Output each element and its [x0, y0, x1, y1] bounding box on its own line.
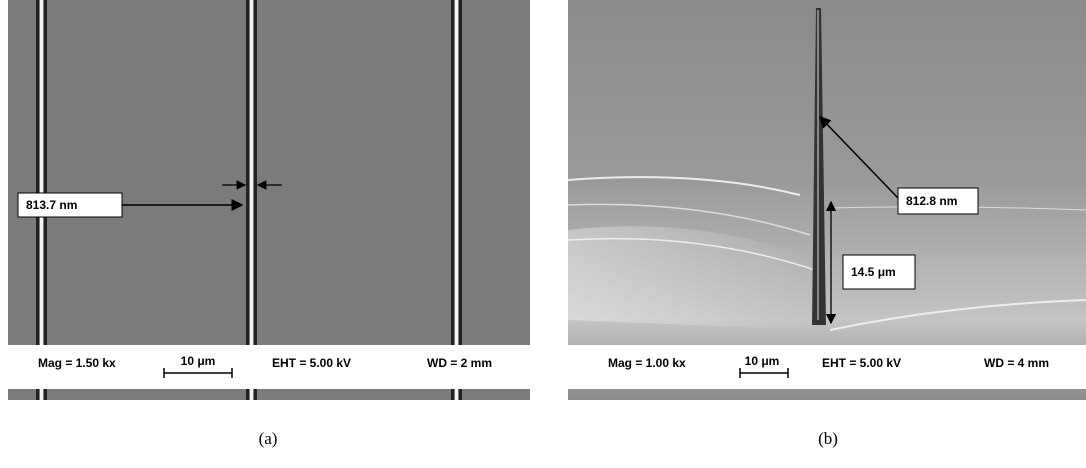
mag: Mag = 1.00 kx — [608, 356, 686, 370]
scale: 10 μm — [745, 354, 780, 368]
panel-a: 813.7 nm Mag = 1.50 kx 10 μm EHT = 5.00 … — [8, 0, 530, 448]
wd: WD = 2 mm — [427, 356, 492, 370]
annotation: 812.8 nm — [906, 194, 957, 208]
eht: EHT = 5.00 kV — [272, 356, 351, 370]
annotation: 14.5 μm — [851, 265, 896, 279]
panel-b: 812.8 nm 14.5 μm Mag = 1.00 kx 10 μm EHT… — [568, 0, 1086, 448]
mag: Mag = 1.50 kx — [38, 356, 116, 370]
sem-image — [568, 0, 1086, 400]
eht: EHT = 5.00 kV — [822, 356, 901, 370]
annotation: 813.7 nm — [26, 198, 77, 212]
scale: 10 μm — [181, 354, 216, 368]
figure: 813.7 nm Mag = 1.50 kx 10 μm EHT = 5.00 … — [0, 0, 1086, 468]
caption: (b) — [818, 429, 838, 448]
caption: (a) — [259, 429, 278, 448]
wd: WD = 4 mm — [984, 356, 1049, 370]
